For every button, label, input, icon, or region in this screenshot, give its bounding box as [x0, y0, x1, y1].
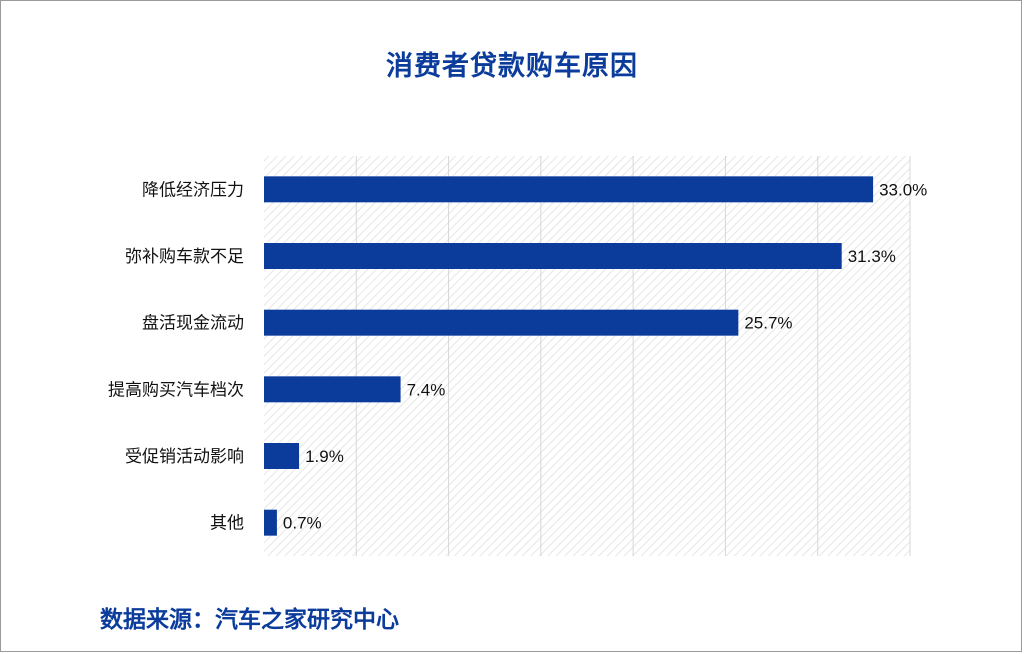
bars — [264, 176, 874, 536]
bar — [264, 309, 739, 336]
data-label: 25.7% — [744, 314, 792, 333]
category-label: 弥补购车款不足 — [125, 247, 244, 267]
bar — [264, 376, 401, 403]
category-label: 其他 — [210, 514, 244, 534]
data-label: 7.4% — [407, 380, 446, 399]
category-label: 受促销活动影响 — [125, 447, 244, 467]
bar — [264, 509, 277, 536]
category-label: 提高购买汽车档次 — [108, 380, 244, 400]
data-label: 31.3% — [848, 247, 896, 266]
data-label: 0.7% — [283, 514, 322, 533]
grid-lines — [355, 156, 911, 556]
chart-title: 消费者贷款购车原因 — [386, 51, 638, 82]
data-label: 1.9% — [305, 447, 344, 466]
data-source: 数据来源：汽车之家研究中心 — [100, 607, 399, 633]
value-labels: 33.0% 31.3% 25.7% 7.4% 1.9% 0.7% — [283, 180, 927, 532]
plot-area — [264, 156, 910, 556]
category-label: 盘活现金流动 — [142, 314, 244, 334]
bar — [264, 176, 874, 203]
bar — [264, 443, 300, 469]
category-label: 降低经济压力 — [142, 180, 244, 200]
data-label: 33.0% — [879, 180, 927, 199]
bar — [264, 243, 842, 269]
